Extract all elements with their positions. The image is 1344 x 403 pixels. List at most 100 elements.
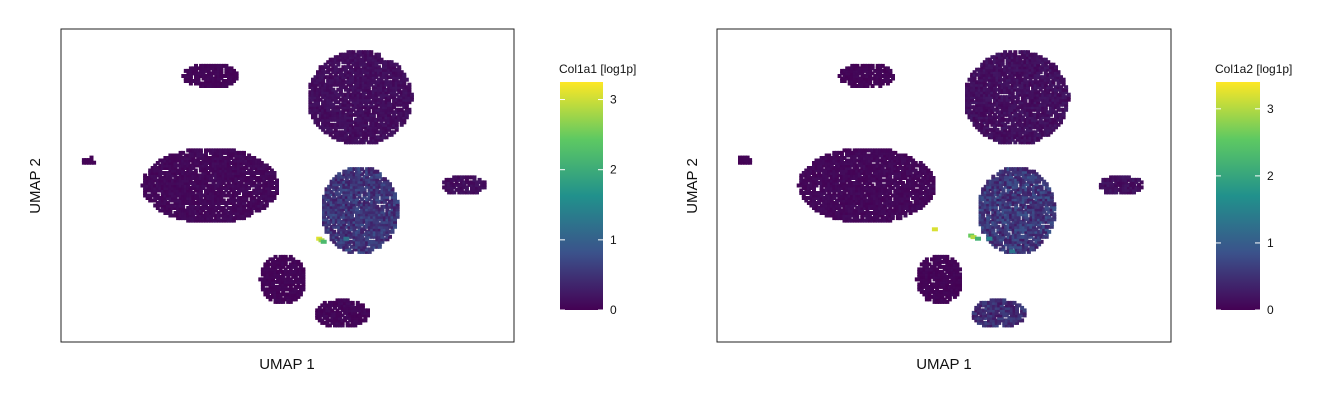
data-point: [357, 174, 362, 179]
data-point: [970, 82, 975, 87]
data-point: [1008, 62, 1013, 67]
data-point: [374, 85, 379, 90]
data-point: [329, 189, 334, 194]
data-point: [390, 222, 395, 227]
data-point: [1043, 92, 1048, 97]
data-point: [385, 187, 390, 192]
data-point: [236, 163, 241, 168]
data-point: [1005, 62, 1010, 67]
data-point: [1043, 72, 1048, 77]
data-point: [977, 125, 982, 130]
data-point: [1051, 77, 1056, 82]
data-point: [387, 95, 392, 100]
data-point: [379, 95, 384, 100]
data-point: [271, 289, 275, 294]
data-point: [322, 199, 326, 204]
data-point-highlight: [343, 236, 350, 241]
data-point: [343, 105, 348, 110]
data-point: [1041, 105, 1046, 110]
data-point: [1010, 62, 1015, 67]
data-point: [379, 102, 384, 107]
data-point: [995, 60, 1000, 65]
data-point: [293, 279, 298, 284]
data-point: [1046, 72, 1051, 77]
data-point: [379, 125, 384, 130]
data-point: [273, 269, 278, 274]
data-point: [387, 120, 392, 125]
data-point: [372, 192, 377, 197]
data-point: [165, 178, 170, 183]
data-point: [399, 120, 404, 125]
data-point: [1031, 105, 1036, 110]
data-point: [298, 262, 303, 267]
data-point: [390, 207, 395, 212]
data-point: [1051, 62, 1056, 67]
data-point: [375, 174, 380, 179]
data-point: [191, 193, 196, 198]
data-point: [349, 65, 353, 70]
data-point: [354, 100, 359, 105]
data-point: [980, 120, 985, 125]
data-point: [873, 218, 877, 223]
data-point: [350, 308, 355, 313]
data-point: [1005, 87, 1010, 92]
data-point: [352, 199, 357, 204]
data-point: [911, 208, 916, 213]
data-point: [1000, 100, 1005, 105]
data-point: [346, 100, 351, 105]
data-point: [283, 257, 288, 262]
data-point: [348, 318, 353, 323]
data-point: [323, 62, 328, 67]
data-point: [1038, 60, 1043, 65]
data-point: [204, 201, 208, 205]
data-point: [397, 80, 402, 85]
data-point: [267, 181, 272, 185]
data-point: [1038, 87, 1043, 92]
data-point: [1043, 105, 1048, 110]
data-point: [1056, 107, 1061, 112]
data-point: [209, 176, 213, 180]
data-point: [318, 82, 323, 87]
data-point: [372, 232, 377, 237]
data-point: [1048, 130, 1053, 135]
data-point: [477, 185, 482, 190]
data-point: [153, 191, 158, 195]
data-point: [204, 191, 208, 195]
data-point: [191, 156, 196, 160]
data-point: [1041, 65, 1046, 70]
data-point: [409, 97, 414, 102]
data-point: [231, 186, 236, 190]
data-point: [335, 318, 340, 323]
data-point: [206, 158, 211, 163]
data-point: [321, 102, 326, 107]
data-point: [158, 186, 163, 190]
data-point: [196, 74, 201, 78]
data-point: [308, 92, 313, 97]
data-point: [360, 303, 365, 308]
data-point: [347, 174, 352, 179]
data-point: [322, 214, 326, 219]
data-point: [160, 181, 165, 185]
data-point: [366, 82, 371, 87]
data-point: [355, 318, 360, 323]
data-point: [360, 242, 365, 247]
data-point: [1013, 110, 1018, 115]
data-point: [333, 310, 337, 315]
data-point: [1026, 87, 1030, 92]
data-point: [196, 208, 201, 213]
data-point: [822, 211, 827, 215]
data-point: [1010, 92, 1015, 97]
data-point: [254, 208, 259, 213]
data-point: [467, 180, 472, 185]
data-point: [254, 168, 259, 173]
data-point: [1018, 87, 1023, 92]
data-point: [1028, 65, 1033, 70]
data-point: [442, 180, 447, 185]
data-point: [867, 206, 872, 210]
data-point: [377, 174, 382, 179]
data-point: [321, 100, 326, 105]
data-point: [1059, 102, 1063, 107]
data-point: [201, 158, 206, 163]
data-point: [397, 67, 402, 72]
data-point: [379, 100, 384, 105]
